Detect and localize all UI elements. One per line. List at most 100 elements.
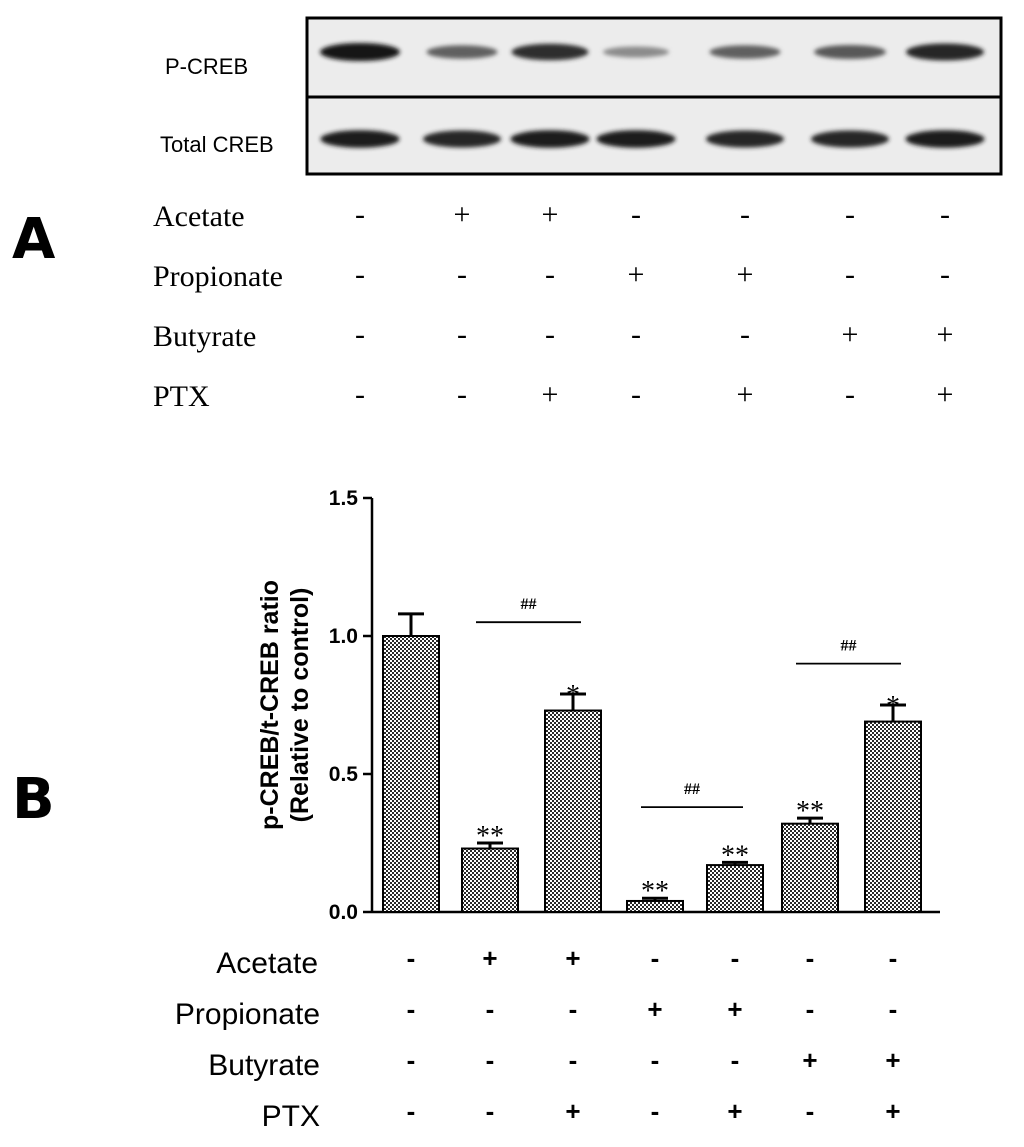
panel-a-treatment-labels: Acetate Propionate Butyrate PTX bbox=[153, 200, 283, 413]
panel-a-sign-row-2-lane-3: - bbox=[545, 258, 555, 291]
band-total-creb-lane-1 bbox=[320, 130, 400, 148]
band-p-creb-lane-2 bbox=[426, 45, 498, 59]
blot-label-p-creb: P-CREB bbox=[165, 54, 248, 79]
panel-a-sign-row-4-lane-2: - bbox=[457, 378, 467, 411]
panel-a-letter: A bbox=[12, 207, 56, 272]
band-p-creb-lane-6 bbox=[814, 45, 886, 59]
panel-a-sign-row-3-lane-3: - bbox=[545, 318, 555, 351]
comparison-brackets: ## ## ## bbox=[476, 596, 901, 809]
panel-b-treatment-labels: Acetate Propionate Butyrate PTX bbox=[175, 947, 320, 1133]
panel-b-sign-row-2-col-7: - bbox=[889, 994, 898, 1024]
y-tick-label: 0.0 bbox=[329, 901, 358, 924]
panel-a-sign-row-1-lane-5: - bbox=[740, 198, 750, 231]
y-ticks: 0.0 0.5 1.0 1.5 bbox=[329, 487, 372, 924]
panel-a-sign-row-1-lane-3: + bbox=[542, 198, 559, 231]
band-total-creb-lane-5 bbox=[706, 130, 784, 148]
panel-a-sign-row-3-lane-5: - bbox=[740, 318, 750, 351]
panel-a-sign-row-2-lane-2: - bbox=[457, 258, 467, 291]
y-tick-label: 0.5 bbox=[329, 763, 359, 786]
bar-3 bbox=[544, 709, 602, 914]
panel-b-sign-grid: - + + - - - - - - - + + - - - - - - - + + - - + - + - + bbox=[407, 943, 901, 1126]
panel-b-sign-row-3-col-4: - bbox=[651, 1045, 660, 1075]
panel-b-sign-row-2-col-5: + bbox=[727, 994, 742, 1024]
y-tick-label: 1.0 bbox=[329, 625, 358, 648]
panel-b-sign-row-3-col-7: + bbox=[885, 1045, 900, 1075]
panel-b-sign-row-2-col-1: - bbox=[407, 994, 416, 1024]
y-tick-label: 1.5 bbox=[329, 487, 359, 510]
panel-a-sign-row-4-lane-4: - bbox=[631, 378, 641, 411]
bars: ********** bbox=[382, 612, 922, 914]
panel-b-sign-row-4-col-1: - bbox=[407, 1096, 416, 1126]
panel-b-sign-row-4-col-3: + bbox=[565, 1096, 580, 1126]
panel-b-sign-row-4-col-7: + bbox=[885, 1096, 900, 1126]
bar-7 bbox=[864, 720, 922, 913]
band-p-creb-lane-5 bbox=[709, 45, 781, 59]
panel-a-sign-row-2-lane-4: + bbox=[628, 258, 645, 291]
band-p-creb-lane-4 bbox=[603, 46, 669, 58]
panel-a-sign-row-4-lane-5: + bbox=[737, 378, 754, 411]
blot-label-total-creb: Total CREB bbox=[160, 132, 274, 157]
panel-b-sign-row-1-col-6: - bbox=[806, 943, 815, 973]
panel-b-sign-row-3-col-2: - bbox=[486, 1045, 495, 1075]
panel-a-sign-row-4-lane-3: + bbox=[542, 378, 559, 411]
western-blot: P-CREB Total CREB bbox=[160, 16, 1003, 176]
panel-b-sign-row-1-col-3: + bbox=[565, 943, 580, 973]
panel-a-sign-row-1-lane-1: - bbox=[355, 198, 365, 231]
significance-5: ** bbox=[721, 840, 749, 871]
panel-a-label-acetate: Acetate bbox=[153, 200, 245, 233]
significance-3: * bbox=[566, 680, 580, 711]
panel-b-sign-row-2-col-2: - bbox=[486, 994, 495, 1024]
band-total-creb-lane-6 bbox=[811, 130, 889, 148]
panel-a-sign-row-1-lane-6: - bbox=[845, 198, 855, 231]
panel-a-label-butyrate: Butyrate bbox=[153, 320, 256, 353]
bar-chart: 0.00.51.01.5 ********** ###### p-CREB/t-… bbox=[256, 487, 940, 924]
band-p-creb-lane-7 bbox=[906, 43, 984, 61]
panel-b-label-propionate: Propionate bbox=[175, 998, 320, 1031]
bar-2 bbox=[461, 847, 519, 914]
panel-a-sign-row-2-lane-6: - bbox=[845, 258, 855, 291]
panel-a-sign-row-4-lane-6: - bbox=[845, 378, 855, 411]
panel-b-label-ptx: PTX bbox=[262, 1100, 320, 1133]
panel-b-letter: B bbox=[12, 767, 55, 832]
panel-a-sign-row-2-lane-5: + bbox=[737, 258, 754, 291]
band-total-creb-lane-7 bbox=[905, 130, 985, 148]
panel-a-sign-row-1-lane-7: - bbox=[940, 198, 950, 231]
panel-b-sign-row-1-col-1: - bbox=[407, 943, 416, 973]
blot-bands bbox=[320, 43, 985, 148]
panel-b-sign-row-3-col-6: + bbox=[802, 1045, 817, 1075]
bar-5 bbox=[706, 864, 764, 914]
significance-6: ** bbox=[796, 796, 824, 827]
panel-a-sign-row-4-lane-7: + bbox=[937, 378, 954, 411]
panel-a-sign-row-3-lane-6: + bbox=[842, 318, 859, 351]
panel-b-sign-row-1-col-5: - bbox=[731, 943, 740, 973]
panel-b-sign-row-1-col-7: - bbox=[889, 943, 898, 973]
significance-7: * bbox=[886, 691, 900, 722]
panel-a-sign-row-4-lane-1: - bbox=[355, 378, 365, 411]
panel-b-sign-row-3-col-5: - bbox=[731, 1045, 740, 1075]
band-total-creb-lane-4 bbox=[596, 130, 676, 148]
comparison-label-2: ## bbox=[684, 781, 700, 798]
panel-a-sign-row-3-lane-2: - bbox=[457, 318, 467, 351]
panel-a-sign-row-2-lane-1: - bbox=[355, 258, 365, 291]
panel-b-sign-row-2-col-6: - bbox=[806, 994, 815, 1024]
band-total-creb-lane-2 bbox=[423, 130, 501, 148]
panel-b-sign-row-4-col-2: - bbox=[486, 1096, 495, 1126]
band-p-creb-lane-3 bbox=[511, 43, 589, 61]
panel-a-sign-row-1-lane-4: - bbox=[631, 198, 641, 231]
panel-b-sign-row-2-col-4: + bbox=[647, 994, 662, 1024]
panel-b-sign-row-1-col-4: - bbox=[651, 943, 660, 973]
panel-a-sign-grid: - + + - - - - - - - + + - - - - - - - + + - - + - + - + bbox=[355, 198, 953, 411]
band-p-creb-lane-1 bbox=[320, 43, 400, 61]
panel-b-label-butyrate: Butyrate bbox=[208, 1049, 320, 1082]
comparison-label-1: ## bbox=[521, 596, 537, 613]
y-axis-title-line1: p-CREB/t-CREB ratio bbox=[256, 580, 284, 830]
panel-b-label-acetate: Acetate bbox=[216, 947, 318, 980]
significance-4: ** bbox=[641, 876, 669, 907]
y-axis-title-line2: (Relative to control) bbox=[286, 588, 314, 823]
significance-2: ** bbox=[476, 821, 504, 852]
panel-b-sign-row-2-col-3: - bbox=[569, 994, 578, 1024]
comparison-label-3: ## bbox=[841, 638, 857, 655]
panel-b-sign-row-4-col-6: - bbox=[806, 1096, 815, 1126]
panel-a-sign-row-3-lane-1: - bbox=[355, 318, 365, 351]
